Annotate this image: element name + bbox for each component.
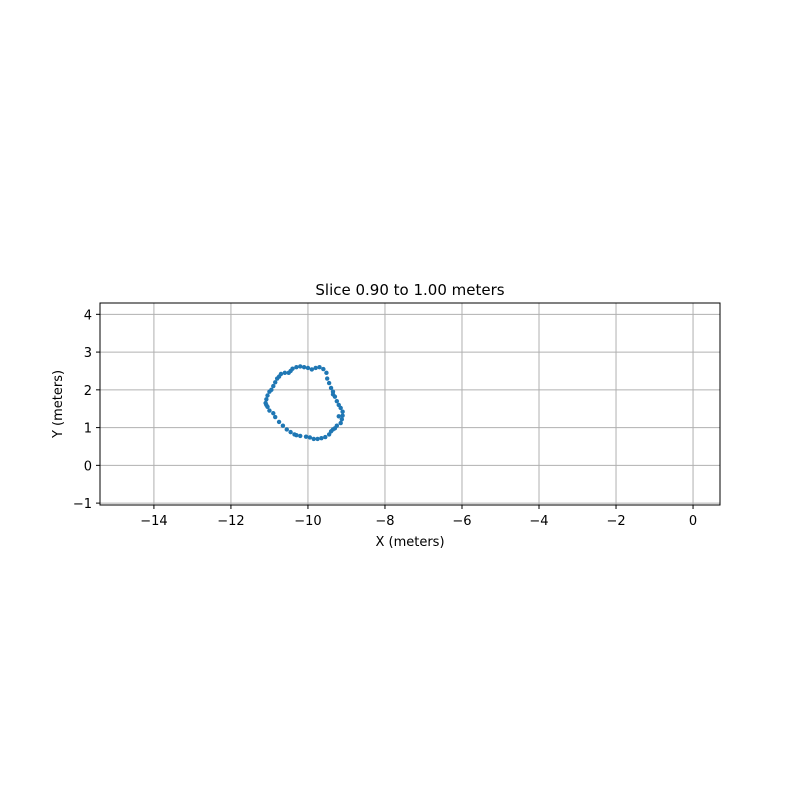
- y-tick-label: 4: [84, 308, 92, 323]
- data-point: [326, 380, 332, 386]
- x-tick-label: −4: [529, 514, 548, 529]
- data-point: [288, 429, 293, 435]
- data-point: [328, 385, 334, 391]
- data-point: [313, 365, 318, 371]
- data-point: [271, 383, 276, 389]
- data-point: [334, 398, 340, 404]
- data-point: [273, 380, 278, 385]
- data-point: [298, 364, 303, 369]
- data-points: [263, 364, 345, 442]
- data-point: [294, 364, 299, 370]
- data-point: [298, 433, 303, 439]
- data-point: [315, 436, 320, 442]
- data-point: [267, 408, 272, 413]
- data-point: [267, 389, 272, 394]
- data-point: [273, 414, 278, 420]
- x-tick-label: −8: [375, 514, 394, 529]
- plot-frame: [99, 302, 721, 506]
- data-point: [325, 376, 330, 381]
- data-point: [282, 370, 288, 376]
- y-tick-label: 1: [84, 422, 92, 437]
- data-point: [330, 427, 336, 432]
- data-point: [336, 414, 341, 419]
- data-point: [323, 434, 328, 440]
- data-point: [303, 434, 309, 439]
- x-tick-label: −14: [140, 514, 167, 529]
- data-point: [276, 419, 282, 425]
- y-tick-label: 2: [84, 384, 92, 399]
- data-point: [336, 402, 341, 408]
- data-point: [321, 366, 326, 372]
- data-point: [338, 420, 343, 426]
- data-point: [319, 435, 324, 441]
- data-point: [271, 411, 276, 416]
- x-tick-label: −2: [606, 514, 625, 529]
- data-point: [317, 364, 322, 370]
- data-point: [330, 392, 336, 397]
- data-point: [276, 374, 282, 379]
- data-point: [307, 435, 313, 440]
- data-point: [301, 364, 307, 370]
- y-tick-label: 3: [84, 346, 92, 361]
- data-point: [324, 370, 329, 376]
- data-point: [334, 423, 340, 428]
- data-point: [264, 402, 269, 408]
- x-tick-label: −12: [217, 514, 244, 529]
- data-point: [340, 409, 345, 414]
- y-tick-label: 0: [84, 459, 92, 474]
- y-axis-label: Y (meters): [51, 370, 66, 439]
- x-tick-label: 0: [689, 514, 697, 529]
- y-tick-label: −1: [73, 497, 92, 512]
- chart-title: Slice 0.90 to 1.00 meters: [315, 281, 504, 299]
- data-point: [294, 432, 299, 438]
- data-point: [264, 397, 269, 402]
- data-point: [305, 365, 311, 371]
- data-point: [284, 427, 289, 432]
- data-point: [280, 423, 286, 428]
- data-point: [265, 393, 270, 398]
- data-point: [339, 417, 345, 422]
- grid: [100, 303, 720, 505]
- data-point: [340, 413, 345, 418]
- data-point: [309, 367, 315, 372]
- data-point: [311, 436, 316, 442]
- x-tick-label: −10: [294, 514, 321, 529]
- x-axis-label: X (meters): [375, 535, 444, 550]
- data-point: [288, 368, 293, 374]
- x-tick-label: −6: [452, 514, 471, 529]
